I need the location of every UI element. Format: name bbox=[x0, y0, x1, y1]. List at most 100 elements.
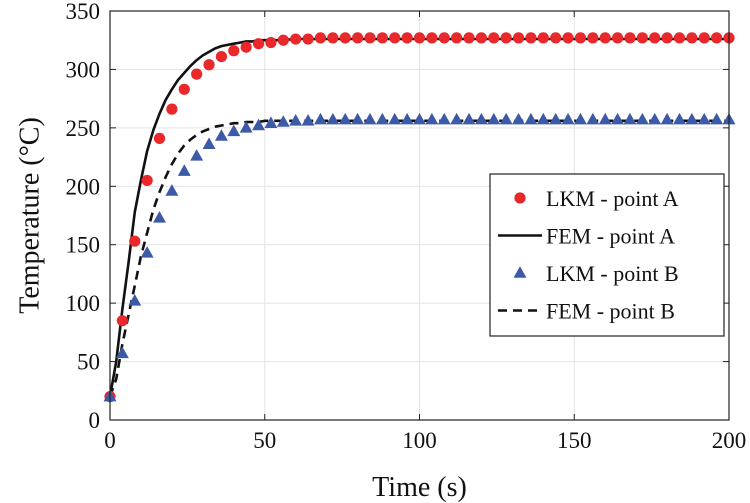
x-tick-label: 150 bbox=[557, 428, 592, 453]
x-tick-label: 0 bbox=[104, 428, 116, 453]
data-point bbox=[426, 32, 438, 44]
data-point bbox=[673, 112, 686, 125]
data-point bbox=[351, 112, 365, 125]
y-axis-label: Temperature (°C) bbox=[14, 117, 45, 314]
tick-marks bbox=[109, 10, 730, 421]
data-point bbox=[474, 112, 488, 125]
data-point bbox=[573, 112, 587, 125]
data-point bbox=[550, 32, 562, 44]
x-tick-labels: 0 50 100 150 200 bbox=[104, 428, 746, 453]
legend-marker bbox=[513, 266, 527, 278]
data-point bbox=[153, 132, 166, 144]
data-point bbox=[463, 32, 475, 44]
data-point bbox=[363, 112, 377, 125]
data-point bbox=[413, 32, 426, 44]
data-point bbox=[611, 112, 625, 125]
legend-label: FEM - point B bbox=[546, 299, 675, 324]
y-tick-label: 350 bbox=[66, 0, 101, 24]
data-point bbox=[499, 112, 513, 125]
data-point bbox=[140, 246, 154, 258]
data-point bbox=[240, 41, 252, 53]
data-point bbox=[302, 33, 314, 45]
data-point bbox=[450, 112, 464, 125]
data-point bbox=[462, 112, 476, 125]
data-point bbox=[710, 112, 724, 125]
data-point bbox=[214, 129, 228, 141]
legend-marker bbox=[514, 192, 526, 204]
data-point bbox=[624, 32, 636, 44]
data-point bbox=[660, 112, 674, 125]
y-tick-label: 0 bbox=[89, 408, 101, 433]
y-tick-label: 300 bbox=[66, 57, 101, 82]
legend-label: LKM - point B bbox=[546, 261, 679, 286]
data-point bbox=[437, 112, 451, 125]
data-point bbox=[265, 36, 277, 49]
data-point bbox=[500, 32, 512, 44]
data-point bbox=[611, 32, 624, 44]
data-point bbox=[512, 32, 525, 44]
data-point bbox=[252, 118, 266, 131]
data-point bbox=[239, 121, 253, 133]
x-axis-label: Time (s) bbox=[372, 472, 467, 503]
data-point bbox=[326, 112, 340, 125]
data-point bbox=[153, 211, 166, 223]
data-point bbox=[314, 112, 327, 125]
data-point bbox=[536, 112, 550, 125]
data-point bbox=[512, 112, 525, 125]
data-point bbox=[290, 33, 302, 45]
data-point bbox=[202, 137, 216, 149]
data-point bbox=[451, 32, 463, 44]
data-point bbox=[698, 32, 710, 44]
data-point bbox=[685, 112, 699, 125]
data-point bbox=[673, 32, 686, 44]
data-point bbox=[327, 32, 339, 44]
x-tick-label: 100 bbox=[402, 428, 437, 453]
data-point bbox=[388, 112, 402, 125]
data-point bbox=[598, 112, 612, 125]
data-point bbox=[697, 112, 711, 125]
data-point bbox=[574, 32, 587, 44]
data-point bbox=[191, 68, 203, 80]
data-point bbox=[116, 315, 128, 327]
legend-label: LKM - point A bbox=[546, 186, 679, 211]
data-point bbox=[166, 103, 178, 115]
data-point bbox=[203, 59, 215, 71]
data-point bbox=[649, 32, 661, 44]
data-point bbox=[277, 34, 289, 46]
data-point bbox=[413, 112, 426, 125]
data-point bbox=[190, 149, 204, 161]
data-point bbox=[401, 32, 413, 44]
data-point bbox=[525, 32, 537, 44]
data-point bbox=[314, 32, 327, 44]
data-point bbox=[129, 235, 141, 247]
data-point bbox=[686, 32, 698, 44]
data-point bbox=[636, 32, 648, 44]
data-point bbox=[400, 112, 414, 125]
data-point bbox=[289, 114, 303, 126]
data-point bbox=[227, 124, 241, 137]
series-lkm-point-a bbox=[104, 32, 735, 403]
series-layer bbox=[103, 32, 736, 403]
data-point bbox=[389, 32, 401, 44]
data-point bbox=[661, 32, 673, 44]
data-point bbox=[364, 32, 376, 44]
data-point bbox=[264, 116, 278, 128]
x-tick-label: 200 bbox=[712, 428, 747, 453]
legend-box bbox=[489, 173, 725, 337]
y-tick-label: 200 bbox=[66, 174, 101, 199]
data-point bbox=[635, 112, 649, 125]
data-point bbox=[178, 83, 190, 95]
data-point bbox=[562, 32, 574, 44]
data-point bbox=[524, 112, 538, 125]
data-point bbox=[587, 32, 599, 44]
data-point bbox=[339, 32, 351, 44]
data-point bbox=[488, 32, 500, 44]
y-tick-label: 100 bbox=[66, 291, 101, 316]
y-tick-label: 250 bbox=[66, 116, 101, 141]
data-point bbox=[376, 32, 388, 44]
data-point bbox=[276, 115, 290, 127]
data-point bbox=[165, 184, 179, 196]
data-point bbox=[438, 32, 450, 44]
data-point bbox=[128, 294, 142, 306]
